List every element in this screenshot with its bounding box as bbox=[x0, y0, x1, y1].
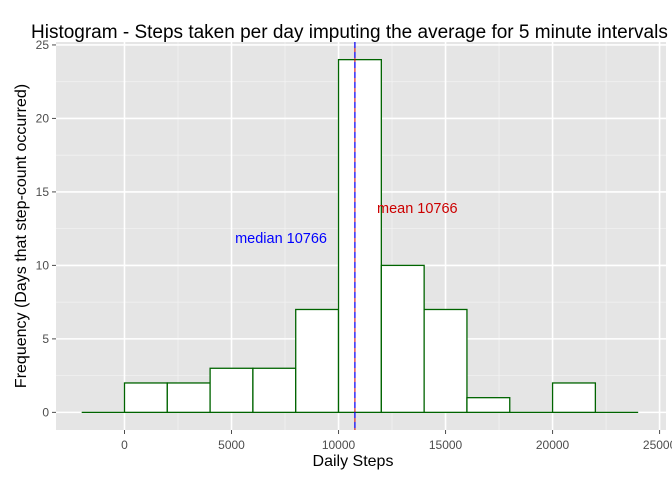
chart-title: Histogram - Steps taken per day imputing… bbox=[31, 22, 668, 43]
y-tick-label: 10 bbox=[36, 258, 50, 272]
x-tick-label: 5000 bbox=[218, 438, 245, 452]
histogram-bar bbox=[551, 382, 597, 414]
median-annotation: median 10766 bbox=[235, 231, 327, 247]
histogram-bar bbox=[252, 367, 297, 414]
x-tick-label: 20000 bbox=[536, 438, 570, 452]
x-tick-label: 0 bbox=[121, 438, 128, 452]
x-axis-title: Daily Steps bbox=[313, 453, 394, 470]
y-axis-title: Frequency (Days that step-count occurred… bbox=[13, 84, 30, 388]
y-tick-label: 25 bbox=[36, 38, 50, 52]
histogram-bar bbox=[166, 382, 211, 414]
y-tick-label: 15 bbox=[36, 185, 50, 199]
histogram-bar bbox=[209, 367, 254, 414]
major-gridlines bbox=[56, 42, 666, 430]
histogram-bar bbox=[123, 382, 168, 414]
y-tick-label: 5 bbox=[42, 332, 49, 346]
mean-annotation: mean 10766 bbox=[377, 201, 458, 217]
histogram-bars bbox=[81, 58, 639, 414]
x-tick-label: 15000 bbox=[429, 438, 463, 452]
y-axis-ticks: 0 5 10 15 20 25 bbox=[36, 38, 56, 419]
y-tick-label: 0 bbox=[42, 405, 49, 419]
histogram-bar bbox=[423, 308, 468, 414]
x-tick-label: 10000 bbox=[322, 438, 356, 452]
histogram-bar bbox=[380, 264, 425, 414]
histogram-bar bbox=[337, 58, 382, 414]
y-tick-label: 20 bbox=[36, 111, 50, 125]
histogram-bar bbox=[466, 397, 511, 414]
histogram-bar bbox=[295, 308, 340, 414]
